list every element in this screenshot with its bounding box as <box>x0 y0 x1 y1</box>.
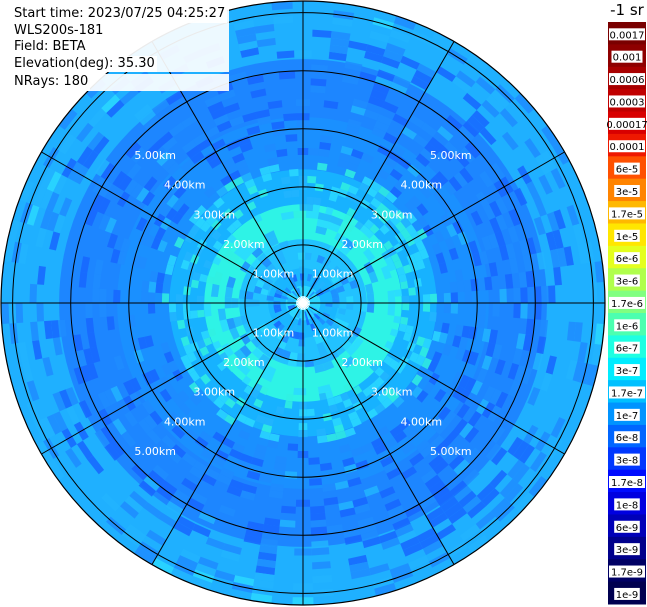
colorbar-tick-bg-19 <box>614 453 640 466</box>
colorbar-tick-bg-4 <box>609 117 645 130</box>
colorbar-tick-15: 3e-7 <box>616 366 639 377</box>
colorbar-tick-bg-15 <box>614 364 640 377</box>
colorbar-tick-bg-12 <box>609 296 645 309</box>
ring-label-1km: 1.00km <box>253 327 295 340</box>
colorbar-tick-1: 0.001 <box>613 53 642 64</box>
colorbar-tick-bg-18 <box>614 431 640 444</box>
ring-label-2km: 2.00km <box>223 356 265 369</box>
ring-label-2km: 2.00km <box>223 238 265 251</box>
polar-grid <box>0 0 606 606</box>
colorbar-tick-bg-5 <box>609 140 645 153</box>
elevation-label: Elevation(deg): 35.30 <box>12 55 157 72</box>
ring-label-1km: 1.00km <box>253 267 295 280</box>
ring-label-4km: 4.00km <box>400 415 442 428</box>
colorbar-tick-bg-20 <box>609 476 645 489</box>
colorbar-tick-3: 0.0003 <box>610 97 645 108</box>
colorbar-unit: -1 sr <box>610 1 645 19</box>
colorbar-tick-bg-23 <box>614 543 640 556</box>
ppi-plot: 1.00km 1.00km 1.00km 1.00km 2.00km 2.00km 2.00… <box>0 0 606 606</box>
colorbar-tick-bg-11 <box>614 274 640 287</box>
colorbar-tick-bg-24 <box>609 565 645 578</box>
colorbar-tick-13: 1e-6 <box>616 321 639 332</box>
azimuth-spoke-300 <box>302 41 455 304</box>
azimuth-spoke-120 <box>151 302 304 565</box>
azimuth-spoke-30 <box>302 302 565 455</box>
ring-label-3km: 3.00km <box>371 208 413 221</box>
ring-label-1km: 1.00km <box>312 267 354 280</box>
colorbar-tick-bg-25 <box>614 587 640 600</box>
colorbar-tick-12: 1.7e-6 <box>611 299 643 310</box>
colorbar-tick-bg-21 <box>614 498 640 511</box>
colorbar-tick-9: 1e-5 <box>616 232 639 243</box>
colorbar-tick-0: 0.0017 <box>610 30 645 41</box>
info-panel: Start time: 2023/07/25 04:25:27 WLS200s-… <box>10 6 230 91</box>
colorbar-tick-24: 1.7e-9 <box>611 568 643 579</box>
nrays-label: NRays: 180 <box>12 74 91 91</box>
colorbar-tick-14: 6e-7 <box>616 344 639 355</box>
colorbar-tick-22: 6e-9 <box>616 523 639 534</box>
colorbar-tick-18: 6e-8 <box>616 433 639 444</box>
ring-label-4km: 4.00km <box>400 179 442 192</box>
ring-label-3km: 3.00km <box>371 386 413 399</box>
colorbar-tick-bg-0 <box>609 28 645 41</box>
colorbar-tick-bg-22 <box>614 520 640 533</box>
azimuth-spoke-210 <box>41 151 304 304</box>
colorbar-tick-bg-16 <box>609 386 645 399</box>
colorbar-tick-16: 1.7e-7 <box>611 388 643 399</box>
ring-label-3km: 3.00km <box>194 208 236 221</box>
colorbar-tick-bg-10 <box>614 252 640 265</box>
ring-label-2km: 2.00km <box>341 238 383 251</box>
colorbar-tick-21: 1e-8 <box>616 500 639 511</box>
ring-label-4km: 4.00km <box>164 179 206 192</box>
colorbar-tick-bg-6 <box>614 162 640 175</box>
colorbar-tick-8: 1.7e-5 <box>611 209 643 220</box>
range-ring-labels: 1.00km 1.00km 1.00km 1.00km 2.00km 2.00km 2.00… <box>134 149 471 458</box>
colorbar-tick-bg-3 <box>609 95 645 108</box>
ring-label-1km: 1.00km <box>312 327 354 340</box>
colorbar-tick-2: 0.0006 <box>610 75 645 86</box>
colorbar-tick-bg-13 <box>614 319 640 332</box>
azimuth-spoke-330 <box>302 151 565 304</box>
colorbar: -1 sr 0.0017 0.001 0.0006 0.0003 0.00017 0.000… <box>607 1 647 605</box>
colorbar-tick-7: 3e-5 <box>616 187 639 198</box>
ring-label-3km: 3.00km <box>194 386 236 399</box>
ring-label-5km: 5.00km <box>134 149 176 162</box>
colorbar-tick-bg-7 <box>614 185 640 198</box>
field-label: Field: BETA <box>12 39 88 56</box>
ring-label-5km: 5.00km <box>134 445 176 458</box>
colorbar-tick-bg-17 <box>614 408 640 421</box>
colorbar-tick-bg-1 <box>611 50 643 63</box>
ring-label-5km: 5.00km <box>430 445 472 458</box>
colorbar-tick-17: 1e-7 <box>616 411 639 422</box>
ring-label-2km: 2.00km <box>341 356 383 369</box>
colorbar-tick-19: 3e-8 <box>616 456 639 467</box>
colorbar-tick-bg-9 <box>614 229 640 242</box>
colorbar-tick-6: 6e-5 <box>616 165 639 176</box>
start-time-label: Start time: 2023/07/25 04:25:27 <box>12 6 228 23</box>
colorbar-tick-bg-8 <box>609 207 645 220</box>
colorbar-tick-10: 6e-6 <box>616 254 639 265</box>
colorbar-tick-23: 3e-9 <box>616 545 639 556</box>
colorbar-tick-4: 0.00017 <box>607 120 647 131</box>
azimuth-spoke-60 <box>302 302 455 565</box>
ring-label-4km: 4.00km <box>164 415 206 428</box>
colorbar-tick-5: 0.0001 <box>610 142 645 153</box>
azimuth-spoke-150 <box>41 302 304 455</box>
colorbar-tick-bg-14 <box>614 341 640 354</box>
ring-label-5km: 5.00km <box>430 149 472 162</box>
colorbar-tick-25: 1e-9 <box>616 590 639 601</box>
instrument-label: WLS200s-181 <box>12 22 106 39</box>
colorbar-tick-20: 1.7e-8 <box>611 478 643 489</box>
colorbar-tick-11: 3e-6 <box>616 277 639 288</box>
colorbar-tick-bg-2 <box>609 73 645 86</box>
